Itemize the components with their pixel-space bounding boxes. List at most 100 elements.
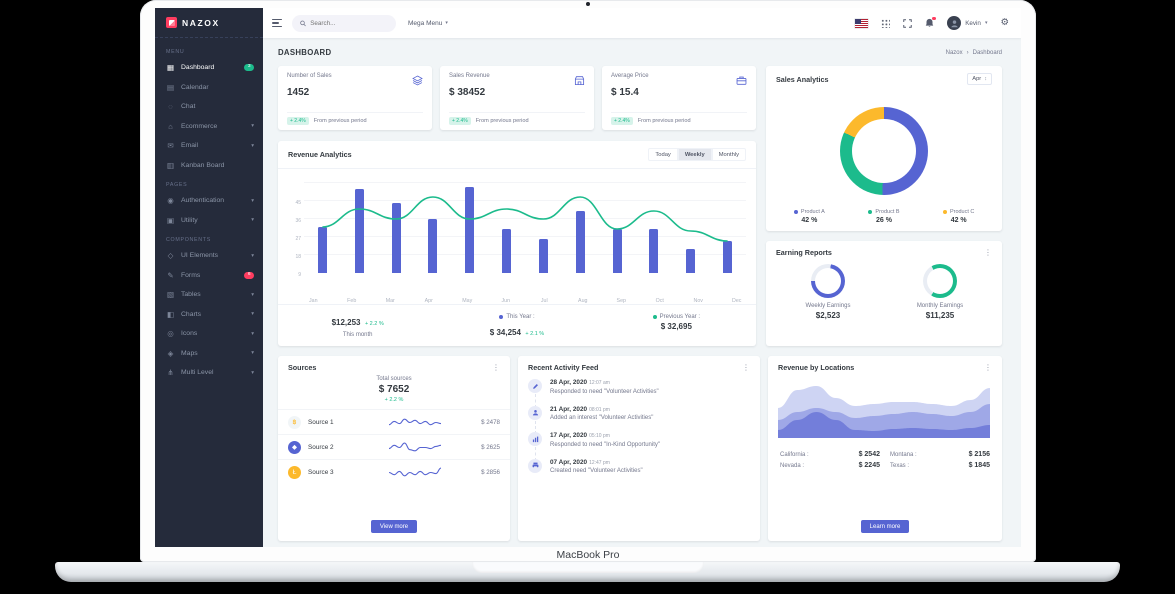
earning-value: $11,235 [925, 311, 955, 320]
sidebar-item-dashboard[interactable]: ▦ Dashboard 3 [155, 58, 263, 78]
kebab-menu-icon[interactable]: ⋮ [984, 362, 992, 372]
kebab-menu-icon[interactable]: ⋮ [742, 362, 750, 372]
activity-feed-title: Recent Activity Feed [528, 363, 599, 372]
tab-monthly[interactable]: Monthly [711, 148, 746, 161]
sidebar-item-ui-elements[interactable]: ◇ UI Elements ▾ [155, 246, 263, 266]
search-box[interactable] [292, 14, 396, 32]
fullscreen-icon[interactable] [903, 18, 912, 28]
search-input[interactable] [310, 19, 388, 27]
sales-donut-legend: Product A 42 % Product B 26 % Product C 42 % [766, 209, 1002, 224]
bar [354, 189, 364, 273]
chat-icon: ◌ [168, 102, 173, 112]
sidebar-item-tables[interactable]: ▧ Tables ▾ [155, 285, 263, 305]
screen: NAZOX MENU ▦ Dashboard 3 ▤ Calendar ◌ Chat ⌂ Ecom… [155, 8, 1021, 547]
x-tick-label: Apr [424, 298, 433, 304]
legend-item-product-a: Product A 42 % [772, 209, 847, 224]
sidebar-item-multi-level[interactable]: ⋔ Multi Level ▾ [155, 363, 263, 383]
macbook-base-notch [471, 562, 704, 573]
sidebar-item-chat[interactable]: ◌ Chat [155, 97, 263, 117]
legend-percent: 42 % [801, 217, 818, 224]
notifications-bell-icon[interactable] [925, 16, 936, 28]
language-flag-icon[interactable] [855, 18, 869, 28]
bar [649, 229, 659, 273]
coin-icon: ฿ [288, 415, 301, 429]
sidebar-item-kanban-board[interactable]: ▥ Kanban Board [155, 156, 263, 176]
bar [428, 219, 438, 273]
x-tick-label: Oct [655, 298, 664, 304]
chart-range-tabs: Today Weekly Monthly [648, 148, 746, 161]
sidebar-item-label: Ecommerce [181, 122, 218, 130]
sidebar-item-charts[interactable]: ◧ Charts ▾ [155, 305, 263, 325]
stat-card-title: Number of Sales [287, 73, 332, 79]
dashboard-icon: ▦ [166, 63, 175, 73]
source-amount: $ 2625 [481, 443, 500, 451]
feed-item: 28 Apr, 2020 12:07 am Responded to need "V… [528, 379, 750, 407]
bar-column [672, 177, 709, 273]
sidebar-item-label: Forms [181, 271, 201, 279]
period-select[interactable]: Apr ↕ [967, 73, 992, 85]
sidebar-item-maps[interactable]: ◈ Maps ▾ [155, 344, 263, 364]
bar-column [488, 177, 525, 273]
user-menu[interactable]: Kevin ▾ [947, 16, 987, 30]
line-series [322, 196, 728, 242]
sidebar-item-calendar[interactable]: ▤ Calendar [155, 78, 263, 98]
sidebar-item-label: Email [181, 142, 198, 150]
brand-logo[interactable]: NAZOX [155, 8, 263, 38]
revenue-analytics-title: Revenue Analytics [288, 150, 352, 159]
bar-column [562, 177, 599, 273]
location-value: $ 2542 [858, 451, 880, 458]
sidebar-item-utility[interactable]: ▣ Utility ▾ [155, 211, 263, 231]
view-more-button[interactable]: View more [370, 520, 418, 533]
chart-icon [528, 432, 542, 446]
kebab-menu-icon[interactable]: ⋮ [492, 362, 500, 372]
feed-time: 12:47 pm [589, 459, 610, 466]
sidebar-item-forms[interactable]: ✎ Forms 6 [155, 266, 263, 286]
chevron-down-icon: ▾ [251, 197, 254, 204]
page-title: DASHBOARD [278, 48, 332, 57]
source-amount: $ 2478 [481, 418, 500, 426]
source-row-source-1[interactable]: ฿ Source 1 $ 2478 [278, 409, 510, 434]
bar [465, 187, 475, 273]
sidebar-item-icons[interactable]: ◎ Icons ▾ [155, 324, 263, 344]
y-tick-label: 18 [295, 254, 301, 260]
x-tick-label: May [462, 298, 473, 304]
mega-menu-button[interactable]: Mega Menu ▾ [408, 20, 448, 27]
breadcrumb-home[interactable]: Nazox [945, 49, 963, 56]
stat-card-number-of-sales: Number of Sales 1452 + 2.4% From previous p… [278, 66, 432, 130]
earning-item-weekly-earnings: Weekly Earnings $2,523 [772, 264, 884, 338]
bar [575, 211, 585, 273]
sidebar: NAZOX MENU ▦ Dashboard 3 ▤ Calendar ◌ Chat ⌂ Ecom… [155, 8, 263, 547]
topbar: Mega Menu ▾ [263, 8, 1021, 38]
kebab-menu-icon[interactable]: ⋮ [984, 247, 992, 257]
earning-label: Weekly Earnings [805, 303, 851, 309]
stat-card-footer: + 2.4% From previous period [449, 112, 585, 125]
tab-today[interactable]: Today [648, 148, 678, 161]
source-row-source-2[interactable]: ◆ Source 2 $ 2625 [278, 434, 510, 459]
macbook-base [55, 562, 1120, 582]
feed-item-body: 07 Apr, 2020 12:47 pm Created need "Volunt… [550, 459, 643, 475]
radial-progress-chart [923, 264, 957, 298]
source-name: Source 1 [308, 418, 334, 426]
tab-weekly[interactable]: Weekly [677, 148, 712, 161]
apps-grid-icon[interactable] [881, 18, 891, 28]
icons-icon: ◎ [167, 329, 174, 339]
bar [612, 229, 622, 273]
sidebar-item-ecommerce[interactable]: ⌂ Ecommerce ▾ [155, 117, 263, 137]
sidebar-item-authentication[interactable]: ◉ Authentication ▾ [155, 191, 263, 211]
bar-column [451, 177, 488, 273]
learn-more-button[interactable]: Learn more [860, 520, 910, 533]
location-stat-nevada-: Nevada : $ 2245 [780, 462, 880, 469]
sidebar-item-email[interactable]: ✉ Email ▾ [155, 136, 263, 156]
earning-reports-card: Earning Reports ⋮ Weekly Earnings $2,523 M… [766, 241, 1002, 346]
menu-toggle-icon[interactable] [272, 19, 282, 27]
x-tick-label: Jul [540, 298, 548, 304]
settings-gear-icon[interactable]: ⚙ [1000, 17, 1009, 29]
revenue-analytics-card: Revenue Analytics Today Weekly Monthly 9 18… [278, 141, 756, 346]
prev-year-dot [652, 315, 657, 319]
breadcrumb-current: Dashboard [972, 49, 1002, 56]
locations-stats: California : $ 2542 Montana : $ 2156 Nevada … [768, 443, 1002, 469]
stat-card-note: From previous period [637, 118, 691, 124]
bar [502, 229, 512, 273]
source-row-source-3[interactable]: Ł Source 3 $ 2856 [278, 459, 510, 484]
